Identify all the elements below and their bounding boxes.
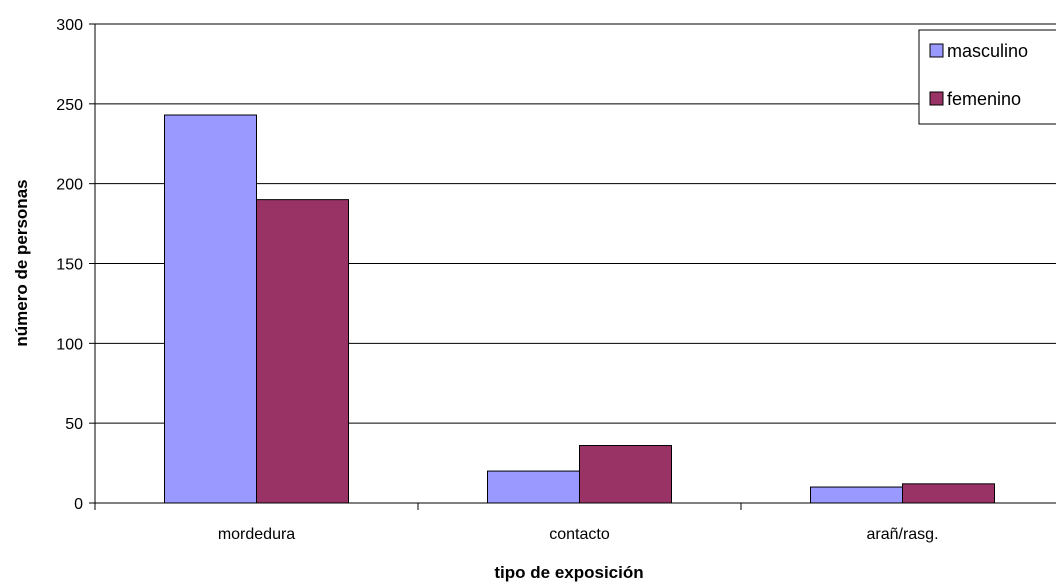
y-tick-labels: 0 50 100 150 200 250 300 — [56, 17, 83, 513]
y-tick-label: 250 — [56, 97, 83, 114]
y-tick-label: 150 — [56, 257, 83, 274]
axes — [89, 23, 1056, 510]
x-tick-labels: mordedura contacto arañ/rasg. — [218, 526, 939, 543]
y-tick-label: 50 — [65, 416, 83, 433]
bars — [164, 114, 995, 504]
bar-femenino-2 — [902, 483, 995, 504]
legend-label-femenino: femenino — [947, 89, 1021, 109]
x-tick-label: arañ/rasg. — [866, 526, 938, 543]
x-tick-label: mordedura — [218, 526, 295, 543]
bar-masculino-1 — [487, 470, 580, 504]
y-tick-label: 0 — [74, 496, 83, 513]
x-tick-label: contacto — [549, 526, 610, 543]
bar-masculino-2 — [810, 486, 903, 504]
legend: masculino femenino — [918, 29, 1056, 125]
bar-masculino-0 — [164, 114, 257, 504]
y-tick-label: 300 — [56, 17, 83, 34]
x-axis-title: tipo de exposición — [494, 563, 643, 582]
legend-swatch-masculino — [929, 43, 944, 58]
legend-label-masculino: masculino — [947, 41, 1028, 61]
bar-femenino-1 — [579, 445, 672, 504]
legend-swatch-femenino — [929, 91, 944, 106]
y-axis-title: número de personas — [12, 179, 31, 346]
bar-femenino-0 — [256, 199, 349, 504]
y-tick-label: 200 — [56, 177, 83, 194]
y-tick-label: 100 — [56, 336, 83, 353]
